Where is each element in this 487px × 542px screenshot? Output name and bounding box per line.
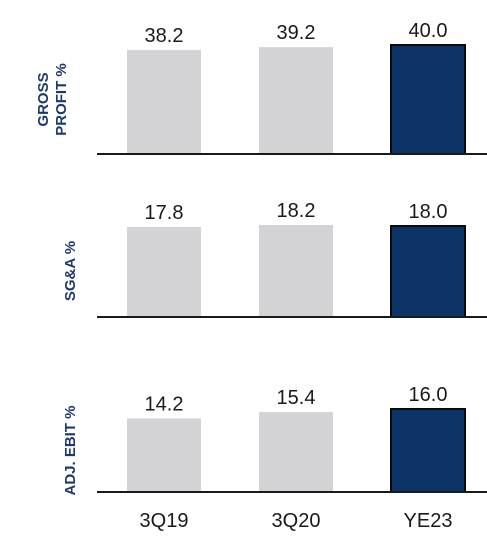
bar-3q19 bbox=[127, 418, 201, 492]
data-label: 38.2 bbox=[145, 25, 184, 47]
data-label: 15.4 bbox=[277, 387, 316, 409]
data-label: 18.0 bbox=[409, 201, 448, 223]
data-label: 16.0 bbox=[409, 384, 448, 406]
bar-3q19 bbox=[127, 49, 201, 154]
bar-3q20 bbox=[259, 225, 333, 317]
panel-1: GROSSPROFIT % 38.2 39.2 40.0 bbox=[35, 20, 487, 155]
data-label: 17.8 bbox=[145, 202, 184, 224]
panel-ylabel-line: SG&A % bbox=[62, 241, 79, 301]
x-tick-label: 3Q20 bbox=[272, 510, 321, 532]
panel-ylabel: ADJ. EBIT % bbox=[62, 405, 79, 495]
data-label: 39.2 bbox=[277, 22, 316, 44]
panel-ylabel: SG&A % bbox=[62, 241, 79, 301]
bar-ye23 bbox=[390, 44, 466, 155]
panel-ylabel-line: PROFIT % bbox=[53, 63, 70, 136]
x-tick-label: YE23 bbox=[404, 510, 453, 532]
bar-3q20 bbox=[259, 47, 333, 154]
panel-ylabel-line: GROSS bbox=[35, 72, 52, 126]
bar-3q19 bbox=[127, 227, 201, 317]
bar-ye23 bbox=[390, 225, 466, 318]
bar-3q20 bbox=[259, 412, 333, 492]
data-label: 40.0 bbox=[409, 20, 448, 42]
data-label: 14.2 bbox=[145, 393, 184, 415]
x-axis-labels: 3Q19 3Q20 YE23 bbox=[140, 510, 453, 532]
data-label: 18.2 bbox=[277, 200, 316, 222]
panel-2: SG&A % 17.8 18.2 18.0 bbox=[62, 200, 487, 318]
panel-ylabel: GROSSPROFIT % bbox=[35, 63, 70, 136]
panel-ylabel-line: ADJ. EBIT % bbox=[62, 405, 79, 495]
panel-3: ADJ. EBIT % 14.2 15.4 16.0 bbox=[62, 384, 487, 496]
x-tick-label: 3Q19 bbox=[140, 510, 189, 532]
bar-ye23 bbox=[390, 408, 466, 493]
